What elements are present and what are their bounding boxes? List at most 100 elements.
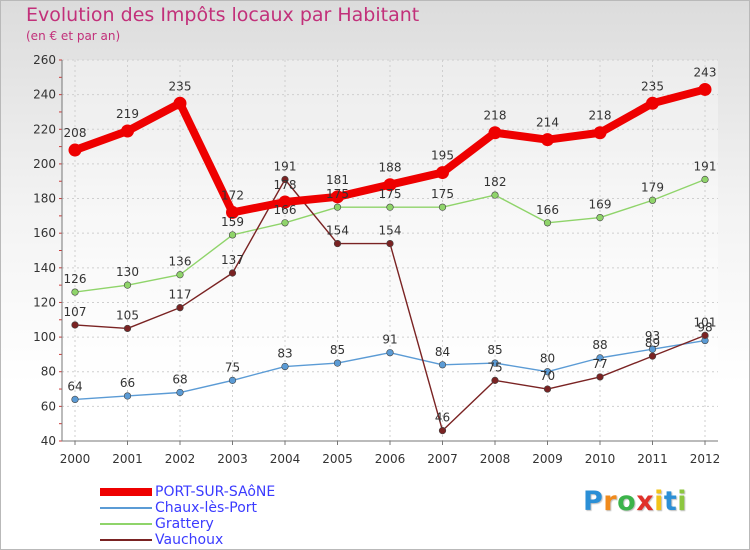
data-point xyxy=(596,213,604,222)
data-point xyxy=(121,124,134,138)
data-point xyxy=(438,427,447,435)
legend-swatch xyxy=(100,523,152,525)
data-point xyxy=(278,195,292,209)
data-label: 191 xyxy=(694,159,717,173)
data-point xyxy=(123,281,132,289)
data-point xyxy=(228,269,237,277)
data-label: 191 xyxy=(274,159,297,173)
data-point xyxy=(71,288,79,296)
data-point xyxy=(438,203,447,211)
logo-letter: x xyxy=(636,486,655,517)
y-tick-label: 240 xyxy=(33,88,56,102)
logo-letter: i xyxy=(654,486,664,517)
data-label: 182 xyxy=(484,175,507,189)
legend-item: Grattery xyxy=(100,516,275,532)
data-point xyxy=(71,395,79,404)
data-point xyxy=(541,133,554,147)
data-point xyxy=(228,376,237,384)
x-tick-label: 2007 xyxy=(427,452,458,466)
data-point xyxy=(596,354,604,362)
data-label: 85 xyxy=(487,343,502,357)
data-point xyxy=(68,143,82,157)
y-tick-label: 220 xyxy=(33,122,56,136)
data-point xyxy=(543,385,552,393)
logo-letter: t xyxy=(663,486,678,517)
x-tick-label: 2006 xyxy=(375,452,406,466)
data-label: 219 xyxy=(116,107,139,121)
x-tick-label: 2010 xyxy=(585,452,616,466)
data-point xyxy=(543,219,552,227)
data-label: 166 xyxy=(536,203,559,217)
x-tick-label: 2003 xyxy=(217,452,248,466)
x-tick-label: 2005 xyxy=(322,452,353,466)
legend-item: PORT-SUR-SAôNE xyxy=(100,484,275,500)
data-label: 64 xyxy=(67,379,82,393)
logo-letter: i xyxy=(677,486,688,517)
data-label: 195 xyxy=(431,149,454,163)
data-label: 178 xyxy=(274,178,297,192)
data-label: 107 xyxy=(64,305,87,319)
data-point xyxy=(491,359,499,367)
data-label: 214 xyxy=(536,116,559,130)
x-tick-label: 2004 xyxy=(270,452,301,466)
data-label: 243 xyxy=(694,65,717,79)
data-point xyxy=(701,331,709,339)
data-point xyxy=(491,376,499,384)
x-tick-label: 2000 xyxy=(60,452,91,466)
y-tick-label: 120 xyxy=(33,295,56,309)
data-label: 75 xyxy=(487,360,502,374)
data-point xyxy=(383,178,397,192)
legend-label: Vauchoux xyxy=(155,532,224,548)
legend-label: Grattery xyxy=(155,516,214,532)
data-label: 169 xyxy=(589,198,612,212)
data-point xyxy=(123,392,132,400)
data-point xyxy=(438,361,447,369)
data-label: 85 xyxy=(330,343,345,357)
data-point xyxy=(648,196,657,204)
data-label: 175 xyxy=(431,187,454,201)
data-point xyxy=(281,219,289,227)
data-point xyxy=(491,191,499,199)
data-point xyxy=(386,349,394,357)
legend-item: Vauchoux xyxy=(100,532,275,548)
data-point xyxy=(281,175,289,184)
data-point xyxy=(386,203,394,211)
data-label: 77 xyxy=(592,357,607,371)
data-point xyxy=(333,359,342,367)
data-label: 93 xyxy=(645,329,660,343)
data-label: 101 xyxy=(694,315,717,329)
data-label: 181 xyxy=(326,173,349,187)
data-point xyxy=(281,362,289,371)
data-label: 83 xyxy=(277,347,292,361)
legend-swatch xyxy=(100,507,152,509)
y-tick-label: 100 xyxy=(33,330,56,344)
data-label: 154 xyxy=(326,224,349,238)
y-tick-label: 200 xyxy=(33,157,56,171)
data-point xyxy=(648,345,657,353)
y-tick-label: 80 xyxy=(41,365,56,379)
data-point xyxy=(593,126,607,140)
legend-item: Chaux-lès-Port xyxy=(100,500,275,516)
data-point xyxy=(228,231,237,239)
data-label: 136 xyxy=(169,255,192,269)
y-tick-label: 160 xyxy=(33,226,56,240)
legend: PORT-SUR-SAôNE Chaux-lès-Port Grattery Vauc… xyxy=(100,484,275,548)
data-point xyxy=(176,388,184,397)
x-tick-label: 2011 xyxy=(637,452,668,466)
legend-label: Chaux-lès-Port xyxy=(155,500,258,516)
data-point xyxy=(698,82,712,96)
data-point xyxy=(488,126,502,140)
x-tick-label: 2001 xyxy=(112,452,143,466)
y-tick-label: 140 xyxy=(33,261,56,275)
y-tick-label: 40 xyxy=(41,434,56,448)
chart-title: Evolution des Impôts locaux par Habitant xyxy=(26,4,420,26)
data-label: 70 xyxy=(540,369,555,383)
x-tick-label: 2009 xyxy=(532,452,563,466)
data-label: 80 xyxy=(540,352,555,366)
data-label: 88 xyxy=(592,338,607,352)
proxiti-logo: Proxiti xyxy=(583,486,687,517)
y-tick-label: 180 xyxy=(33,192,56,206)
logo-letter: P xyxy=(583,486,604,517)
data-label: 154 xyxy=(379,224,402,238)
data-label: 175 xyxy=(379,187,402,201)
